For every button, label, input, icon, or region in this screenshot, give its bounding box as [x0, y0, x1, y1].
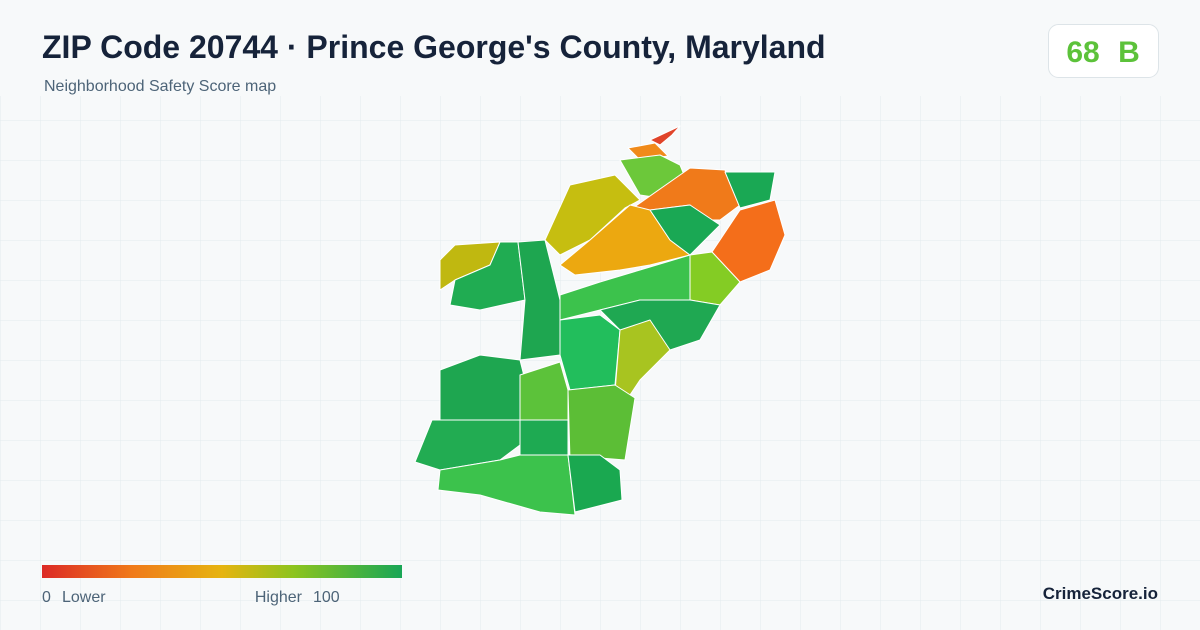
legend-bar	[42, 565, 402, 578]
legend-max-label: Higher	[255, 589, 303, 606]
score-grade: B	[1118, 36, 1140, 69]
subtitle: Neighborhood Safety Score map	[44, 78, 276, 95]
legend-min-label: Lower	[62, 589, 106, 606]
title: ZIP Code 20744 · Prince George's County,…	[42, 29, 826, 65]
zip-map	[414, 125, 786, 516]
score-box	[1048, 24, 1159, 78]
brand: CrimeScore.io	[1043, 584, 1158, 603]
legend-min: 0	[42, 589, 51, 606]
score-value: 68	[1066, 36, 1099, 69]
legend-max: 100	[313, 589, 340, 606]
